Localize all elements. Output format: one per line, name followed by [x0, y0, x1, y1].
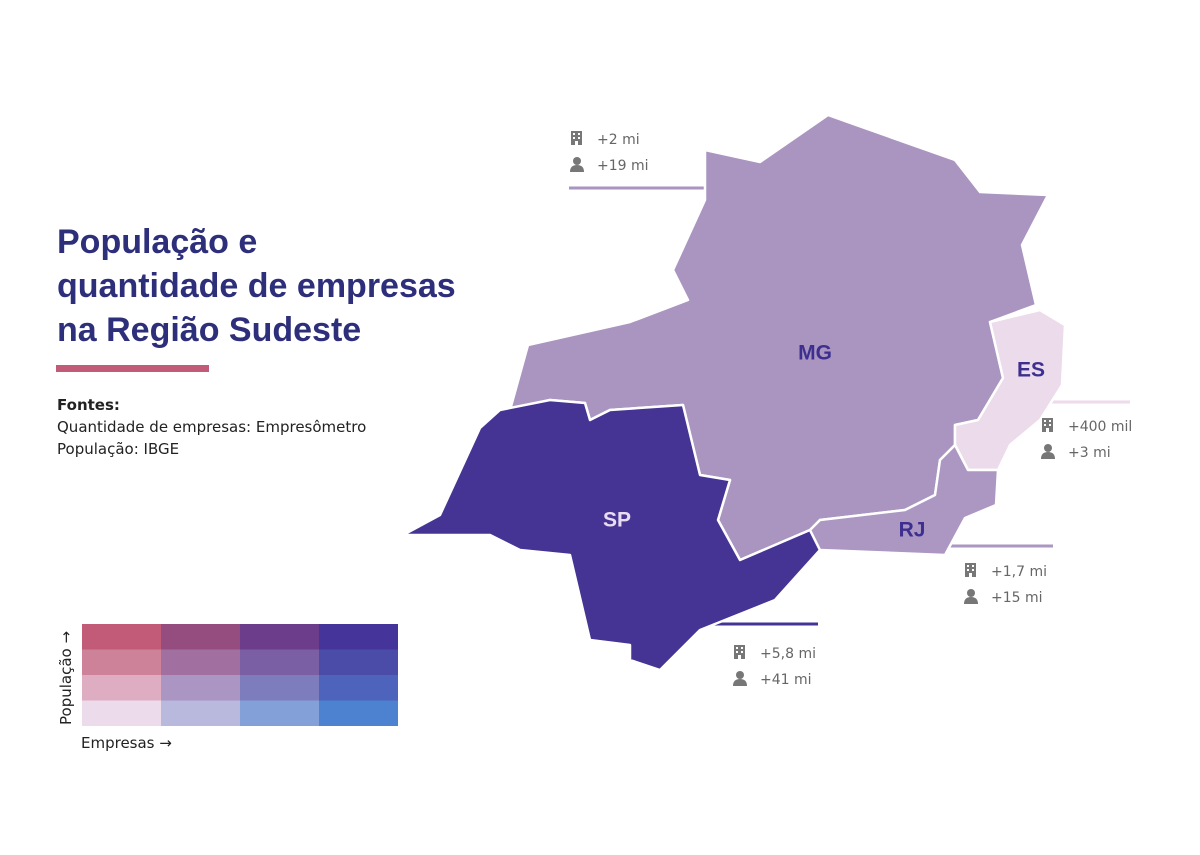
- companies-stat: +2 mi: [597, 132, 640, 148]
- legend-cell: [161, 624, 240, 650]
- legend: [82, 624, 398, 726]
- population-stat: +41 mi: [760, 672, 812, 688]
- state-label: SP: [603, 509, 631, 532]
- population-stat: +3 mi: [1068, 445, 1111, 461]
- legend-y-label: População →: [57, 631, 75, 725]
- legend-cell: [161, 700, 240, 726]
- company-icon: [734, 645, 745, 659]
- population-icon: [964, 589, 978, 604]
- title-underline: [56, 365, 209, 372]
- company-icon: [1042, 418, 1053, 432]
- legend-cell: [82, 649, 161, 675]
- legend-x-label: Empresas →: [81, 734, 172, 752]
- legend-cell: [319, 624, 398, 650]
- source: Quantidade de empresas: Empresômetro: [57, 418, 366, 436]
- companies-stat: +400 mil: [1068, 419, 1132, 435]
- state-sp: [401, 398, 822, 672]
- legend-cell: [240, 700, 319, 726]
- state-label: MG: [798, 342, 832, 365]
- legend-cell: [82, 700, 161, 726]
- population-icon: [1041, 444, 1055, 459]
- title: quantidade de empresas: [57, 267, 456, 305]
- population-icon: [570, 157, 584, 172]
- companies-stat: +1,7 mi: [991, 564, 1047, 580]
- companies-stat: +5,8 mi: [760, 646, 816, 662]
- legend-cell: [240, 675, 319, 701]
- title: na Região Sudeste: [57, 311, 361, 349]
- state-label: ES: [1017, 359, 1045, 382]
- company-icon: [965, 563, 976, 577]
- state-label: RJ: [899, 519, 926, 542]
- source: População: IBGE: [57, 440, 179, 458]
- population-stat: +15 mi: [991, 590, 1043, 606]
- sources-heading: Fontes:: [57, 396, 120, 414]
- state-rj: [808, 443, 1000, 557]
- population-icon: [733, 671, 747, 686]
- population-stat: +19 mi: [597, 158, 649, 174]
- title: População e: [57, 223, 257, 261]
- legend-cell: [319, 649, 398, 675]
- company-icon: [571, 131, 582, 145]
- legend-cell: [319, 675, 398, 701]
- legend-cell: [161, 675, 240, 701]
- legend-cell: [240, 624, 319, 650]
- legend-cell: [161, 649, 240, 675]
- legend-cell: [82, 675, 161, 701]
- legend-cell: [82, 624, 161, 650]
- legend-cell: [319, 700, 398, 726]
- legend-cell: [240, 649, 319, 675]
